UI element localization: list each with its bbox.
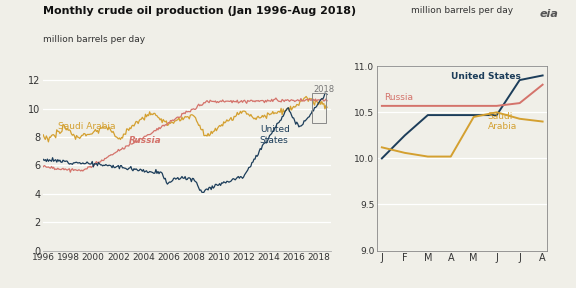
Text: United States: United States [451,72,521,81]
Text: million barrels per day: million barrels per day [43,35,145,43]
Text: Russia: Russia [384,93,413,102]
Text: eia: eia [540,9,559,19]
Text: 2018: 2018 [314,85,335,94]
Text: Saudi
Arabia: Saudi Arabia [487,111,517,131]
Text: Saudi Arabia: Saudi Arabia [58,122,116,131]
Text: Monthly crude oil production (Jan 1996-Aug 2018): Monthly crude oil production (Jan 1996-A… [43,6,357,16]
Text: million barrels per day: million barrels per day [411,6,513,15]
Text: United
States: United States [260,125,290,145]
Text: Russia: Russia [128,136,161,145]
